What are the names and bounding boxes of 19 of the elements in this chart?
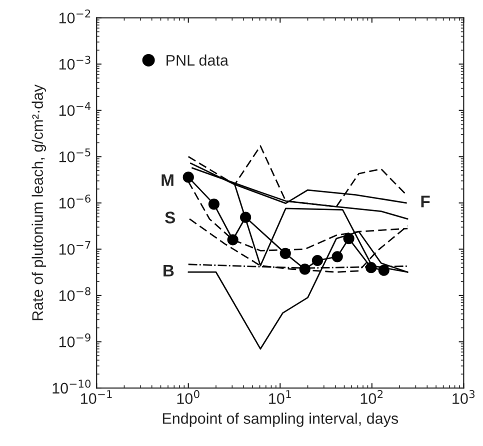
y-axis-title: Rate of plutonium leach, g/cm²·day <box>32 84 46 320</box>
y-tick-label: 10$^{−6}$ <box>59 194 91 208</box>
x-axis-title: Endpoint of sampling interval, days <box>162 412 398 427</box>
y-tick-label: 10$^{−2}$ <box>59 9 90 24</box>
x-tick-label: 10$^{2}$ <box>360 390 383 404</box>
series-label: B <box>164 264 174 276</box>
y-tick-label: 10$^{−3}$ <box>59 56 90 70</box>
legend-label: PNL data <box>166 54 228 66</box>
series-label: S <box>165 212 176 224</box>
y-tick-label: 10$^{−7}$ <box>59 240 90 255</box>
y-tick-label: 10$^{−4}$ <box>59 102 91 116</box>
x-tick-label: 10$^{1}$ <box>269 390 291 404</box>
y-tick-label: 10$^{−5}$ <box>59 148 90 162</box>
y-tick-label: 10$^{−9}$ <box>59 333 90 348</box>
series-label: M <box>162 174 174 186</box>
y-tick-label: 10$^{−8}$ <box>59 287 90 302</box>
series-label: F <box>421 196 430 208</box>
x-tick-label: 10$^{3}$ <box>452 390 475 404</box>
x-tick-label: 10$^{0}$ <box>177 390 200 404</box>
